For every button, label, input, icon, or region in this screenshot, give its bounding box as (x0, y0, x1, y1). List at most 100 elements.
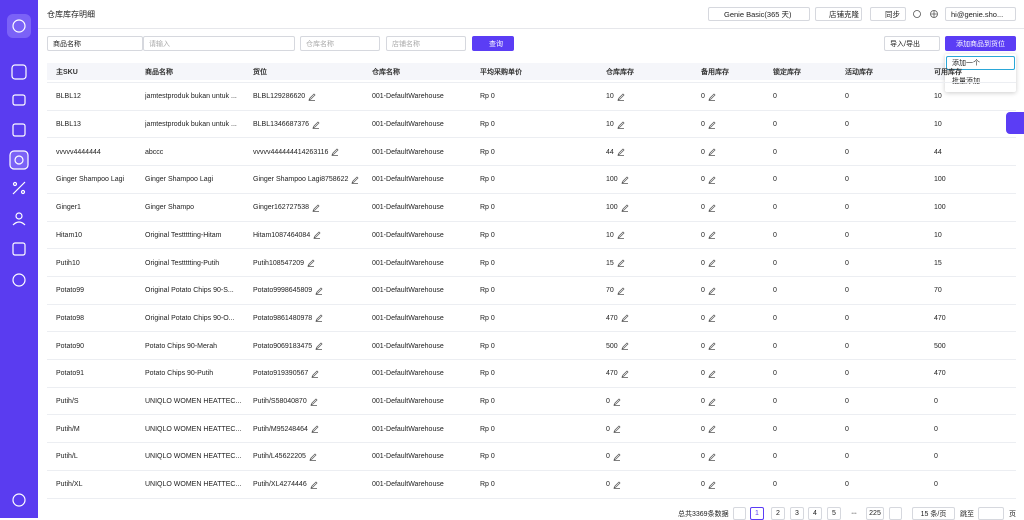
table-cell: Potato91 (56, 370, 85, 378)
edit-icon[interactable] (617, 287, 625, 295)
edit-icon[interactable] (313, 231, 321, 240)
sidebar (0, 0, 38, 518)
edit-icon[interactable] (613, 453, 621, 461)
menu-item[interactable]: 批量添加 (946, 74, 1015, 88)
page-button[interactable]: 225 (866, 507, 884, 520)
edit-icon[interactable] (309, 453, 317, 461)
edit-icon[interactable] (617, 121, 625, 129)
table-cell: 100 (934, 176, 946, 184)
table-cell: Original Testtttting-Putih (145, 259, 220, 267)
table-cell: Original Testtttting-Hitam (145, 231, 222, 239)
page-title: 仓库库存明细 (47, 10, 95, 19)
edit-icon[interactable] (708, 176, 716, 184)
edit-icon[interactable] (309, 398, 318, 406)
table-cell: 0 (845, 148, 849, 156)
row-divider (47, 248, 1016, 250)
edit-icon[interactable] (312, 121, 320, 129)
edit-icon[interactable] (309, 481, 318, 489)
edit-icon[interactable] (351, 176, 359, 184)
row-divider (47, 386, 1016, 388)
edit-icon[interactable] (708, 453, 716, 461)
edit-icon[interactable] (308, 93, 316, 101)
page-button[interactable]: 3 (790, 507, 804, 520)
edit-icon[interactable] (708, 204, 716, 212)
edit-icon[interactable] (613, 481, 621, 489)
page-size-select[interactable]: 15 条/页 (912, 507, 955, 520)
table-cell: 15 (934, 259, 942, 267)
edit-icon[interactable] (620, 370, 629, 378)
edit-icon[interactable] (620, 204, 629, 212)
table-cell: Putih/M (56, 425, 80, 433)
row-divider (47, 275, 1016, 277)
clone-button[interactable]: 店铺克隆 (815, 7, 862, 21)
edit-icon[interactable] (708, 231, 716, 240)
edit-icon[interactable] (708, 93, 716, 101)
next-page[interactable] (889, 507, 902, 520)
edit-icon[interactable] (312, 204, 320, 212)
edit-icon[interactable] (708, 398, 716, 406)
edit-icon[interactable] (620, 342, 629, 350)
table-cell: jamtestproduk bukan untuk ... (145, 121, 237, 129)
edit-icon[interactable] (617, 231, 625, 240)
edit-icon[interactable] (708, 342, 716, 350)
edit-icon[interactable] (307, 259, 315, 267)
store-input[interactable]: 店铺名称 (386, 36, 466, 51)
edit-icon[interactable] (708, 425, 716, 434)
table-cell: 0 (773, 204, 777, 212)
search-input[interactable]: 请输入 (143, 36, 295, 51)
table-cell: 001-DefaultWarehouse (372, 148, 444, 156)
edit-icon[interactable] (620, 176, 629, 184)
table-cell: 0 (701, 471, 771, 499)
table-cell: Ginger Shampoo Lagi (56, 176, 125, 184)
warehouse-input[interactable]: 仓库名称 (300, 36, 380, 51)
edit-icon[interactable] (315, 314, 323, 323)
edit-icon[interactable] (708, 121, 716, 129)
edit-icon[interactable] (315, 342, 323, 350)
jump-input[interactable] (978, 507, 1004, 520)
page-button[interactable]: 5 (827, 507, 841, 520)
help-tab[interactable] (1006, 112, 1024, 134)
page-button[interactable]: 1 (750, 507, 764, 520)
edit-icon[interactable] (708, 314, 716, 323)
prev-page[interactable] (733, 507, 746, 520)
edit-icon[interactable] (331, 148, 339, 157)
search-button[interactable]: 查询 (472, 36, 514, 51)
edit-icon[interactable] (311, 425, 319, 434)
table-cell: Rp 0 (480, 176, 495, 184)
plan-select[interactable]: Genie Basic(365 天) (708, 7, 810, 21)
table-cell: 0 (845, 314, 849, 322)
table-cell: Rp 0 (480, 93, 495, 101)
row-divider (47, 469, 1016, 471)
edit-icon[interactable] (617, 148, 625, 157)
table-cell: UNIQLO WOMEN HEATTEC... (145, 481, 242, 489)
import-export-button[interactable]: 导入/导出 (884, 36, 940, 51)
edit-icon[interactable] (708, 259, 716, 267)
edit-icon[interactable] (613, 398, 621, 406)
table-cell: 0 (845, 370, 849, 378)
edit-icon[interactable] (315, 287, 323, 295)
table-cell: BLBL129286620 (253, 83, 368, 111)
edit-icon[interactable] (708, 370, 716, 378)
edit-icon[interactable] (617, 259, 625, 267)
edit-icon[interactable] (311, 370, 319, 378)
page-button[interactable]: 2 (771, 507, 785, 520)
table-cell: 0 (773, 287, 777, 295)
menu-item[interactable]: 添加一个 (946, 56, 1015, 70)
user-menu[interactable]: hi@genie.sho... (945, 7, 1016, 21)
edit-icon[interactable] (708, 481, 716, 489)
column-header: 平均采购单价 (480, 68, 522, 76)
table-cell: 0 (845, 93, 849, 101)
row-divider (47, 109, 1016, 111)
table-cell: Ginger Shampoo Lagi8758622 (253, 166, 368, 194)
sync-button[interactable]: 同步 (870, 7, 906, 21)
row-divider (47, 192, 1016, 194)
edit-icon[interactable] (613, 425, 621, 434)
edit-icon[interactable] (708, 148, 716, 157)
field-select[interactable]: 商品名称 (47, 36, 143, 51)
edit-icon[interactable] (708, 287, 716, 295)
add-button[interactable]: 添加商品到货位 (945, 36, 1016, 51)
page-button[interactable]: 4 (808, 507, 822, 520)
edit-icon[interactable] (620, 314, 629, 323)
edit-icon[interactable] (617, 93, 625, 101)
